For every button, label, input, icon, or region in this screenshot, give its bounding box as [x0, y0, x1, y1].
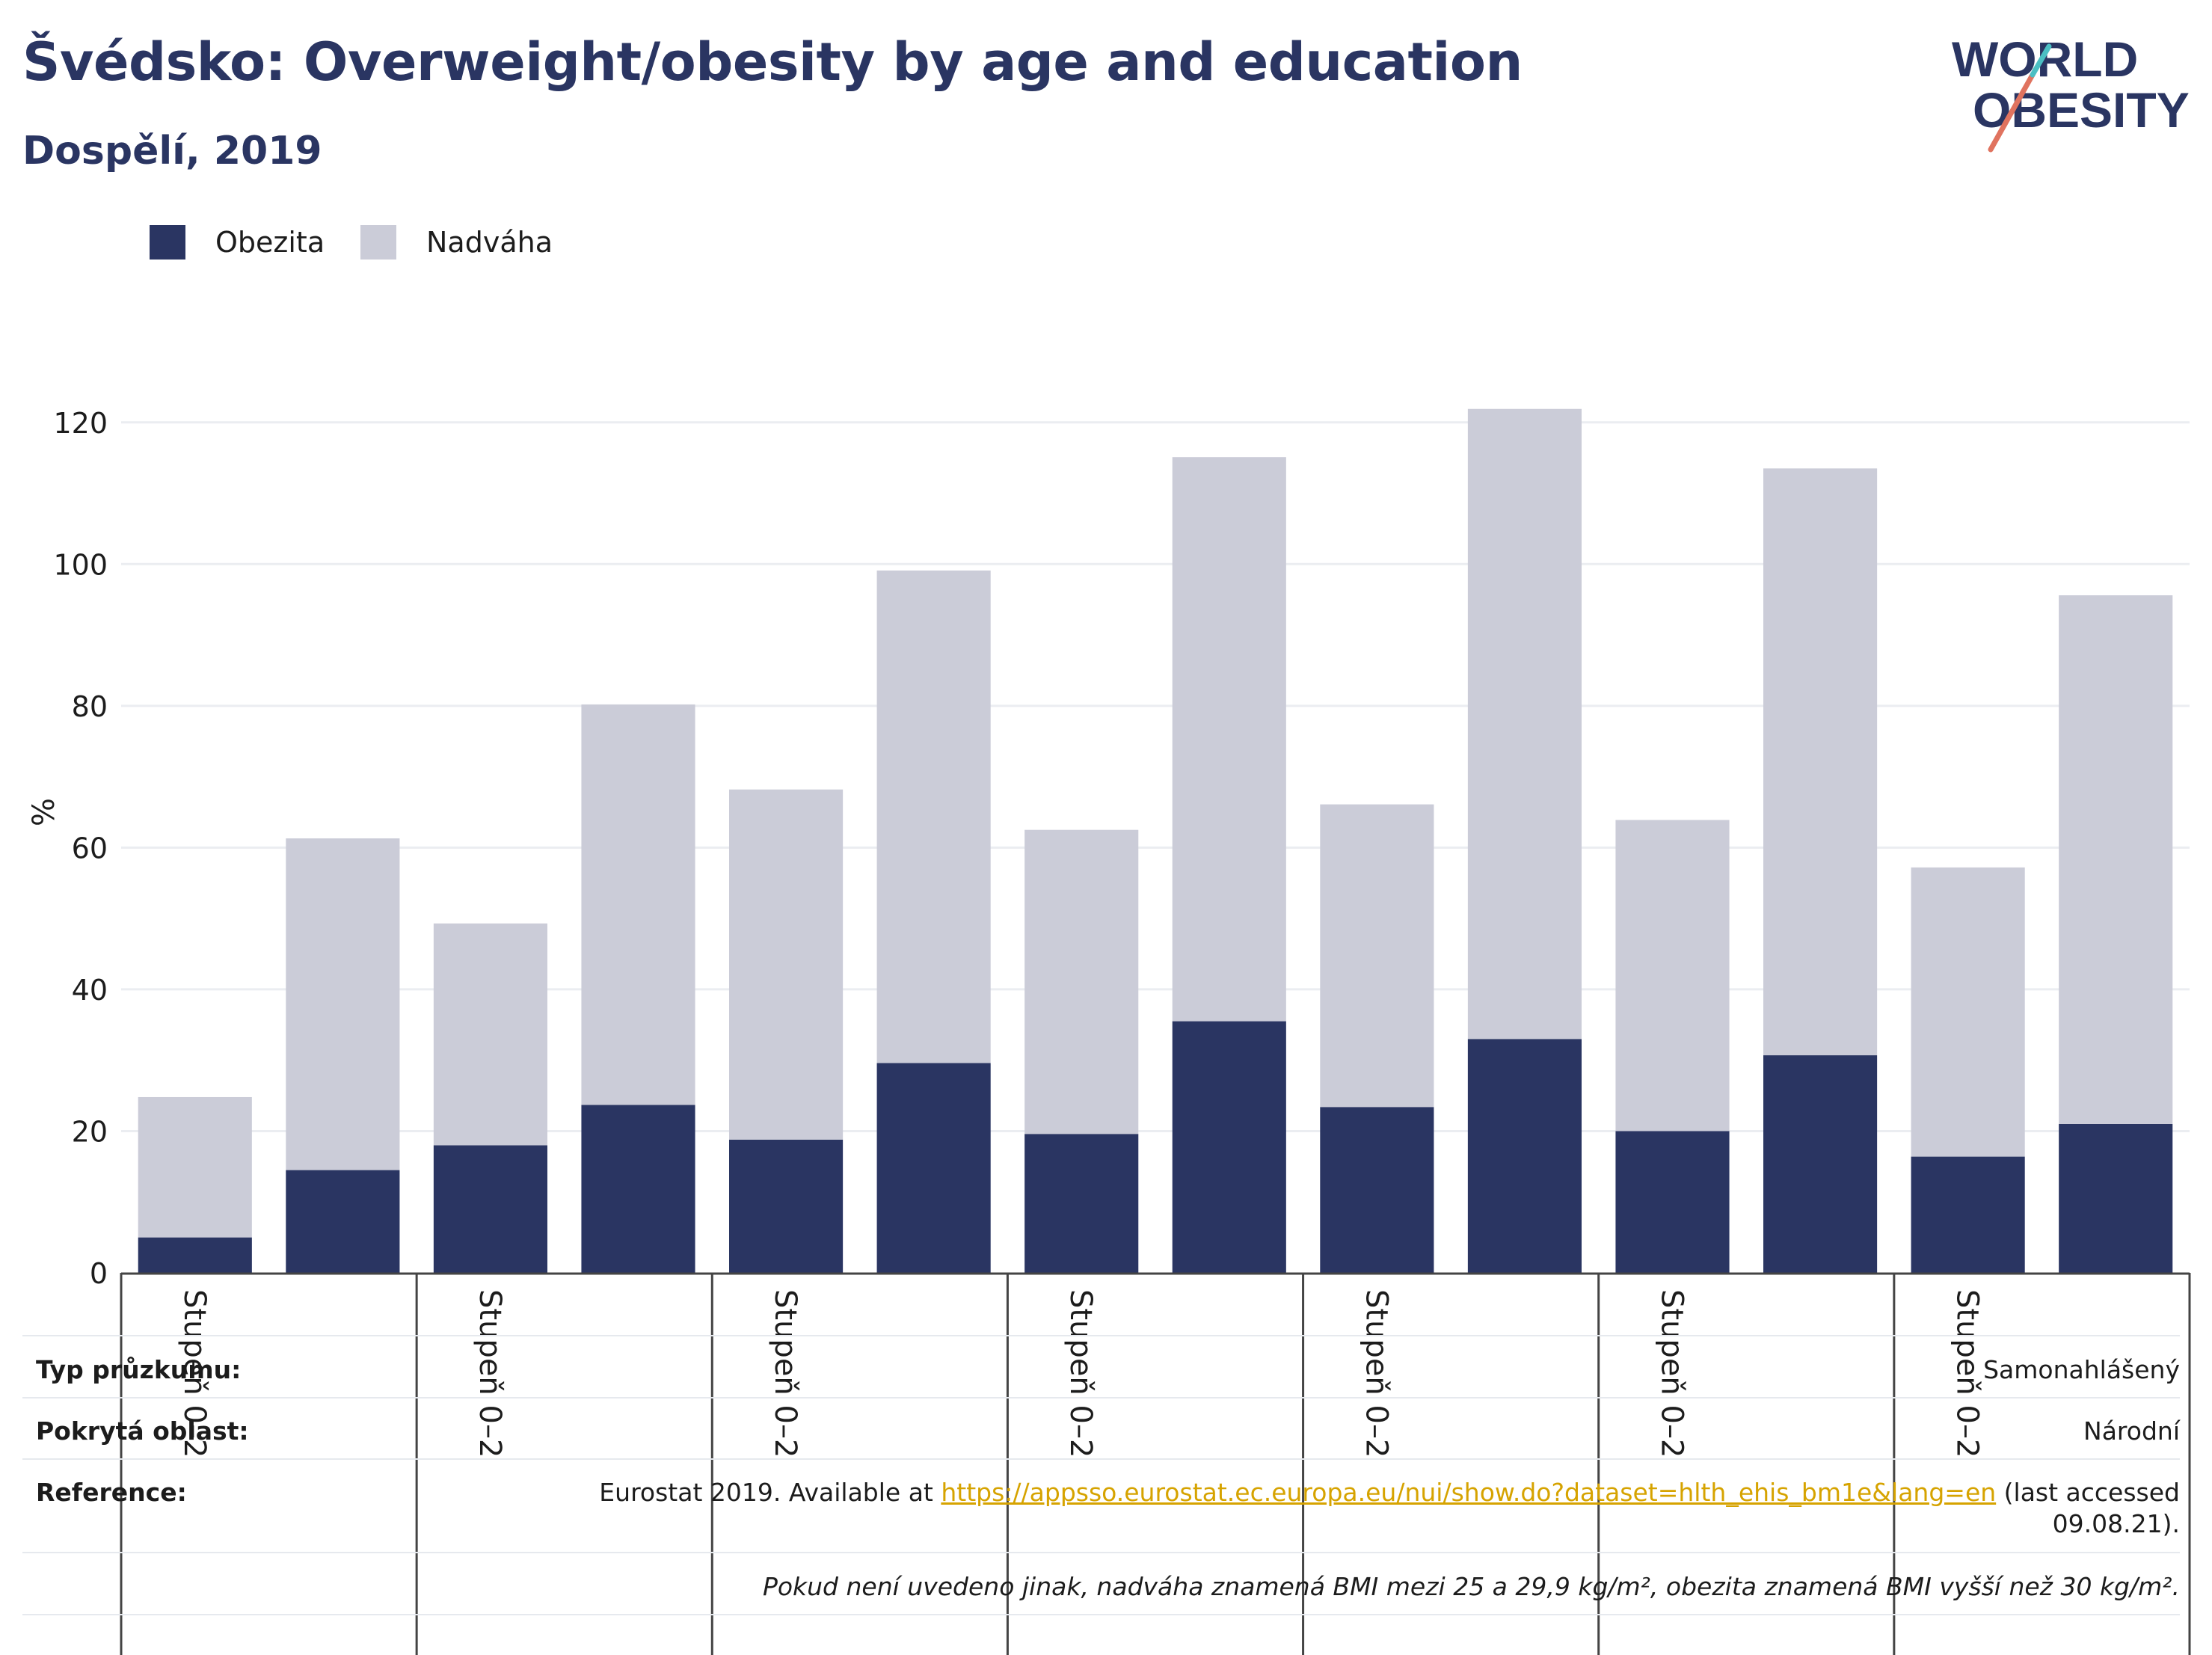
table-divider [22, 1458, 2180, 1460]
x-tick-label: Stupeň 0–2 [768, 1289, 802, 1458]
bar-obesity-7 [1172, 1021, 1286, 1273]
coverage-label: Pokrytá oblast: [36, 1416, 249, 1446]
y-tick-label: 40 [72, 974, 108, 1007]
bar-overweight-3 [581, 704, 695, 1105]
bar-obesity-5 [876, 1063, 991, 1273]
bar-obesity-1 [286, 1170, 400, 1273]
table-divider [22, 1552, 2180, 1553]
y-tick-label: 60 [72, 832, 108, 865]
legend-item-overweight[interactable]: Nadváha [360, 221, 553, 263]
table-divider [22, 1397, 2180, 1398]
legend-label-overweight: Nadváha [426, 226, 553, 259]
bar-overweight-10 [1615, 820, 1730, 1132]
reference-value: Eurostat 2019. Available at https://apps… [599, 1478, 2180, 1507]
coverage-value: Národní [2083, 1416, 2180, 1446]
bar-obesity-3 [581, 1105, 695, 1273]
world-obesity-logo: WORLD OBESITY [1952, 30, 2199, 157]
logo-graphic: WORLD OBESITY [1952, 31, 2190, 153]
x-tick-label: Stupeň 0–2 [473, 1289, 507, 1458]
reference-link[interactable]: https://appsso.eurostat.ec.europa.eu/nui… [941, 1478, 1997, 1507]
chart-subtitle: Dospělí, 2019 [22, 129, 322, 174]
legend-label-obesity: Obezita [215, 226, 325, 259]
bar-overweight-2 [433, 923, 547, 1146]
bar-obesity-11 [1763, 1055, 1878, 1273]
logo-slash-coral [1988, 72, 2036, 153]
bar-overweight-8 [1320, 804, 1434, 1108]
bar-obesity-9 [1467, 1039, 1582, 1273]
bar-overweight-9 [1467, 408, 1582, 1040]
chart-title: Švédsko: Overweight/obesity by age and e… [22, 31, 1523, 93]
bar-overweight-6 [1024, 829, 1139, 1134]
bar-overweight-11 [1763, 468, 1878, 1056]
y-tick-label: 120 [53, 407, 108, 440]
x-tick-label: Stupeň 0–2 [1063, 1289, 1098, 1458]
x-tick-label: Stupeň 0–2 [1655, 1289, 1689, 1458]
bar-obesity-12 [1911, 1156, 2025, 1273]
y-tick-label: 100 [53, 548, 108, 581]
x-tick-label: Stupeň 0–2 [1359, 1289, 1393, 1458]
table-divider [22, 1335, 2180, 1336]
bar-overweight-1 [286, 838, 400, 1170]
bar-overweight-7 [1172, 457, 1286, 1022]
bar-obesity-4 [729, 1139, 844, 1273]
bar-overweight-4 [729, 789, 844, 1140]
bar-overweight-0 [138, 1096, 252, 1238]
x-tick-label: Stupeň 0–2 [177, 1289, 212, 1458]
bar-overweight-12 [1911, 867, 2025, 1157]
table-divider [22, 1614, 2180, 1615]
bar-obesity-6 [1024, 1134, 1139, 1273]
logo-line2: OBESITY [1973, 82, 2190, 138]
bar-obesity-0 [138, 1237, 252, 1273]
reference-suffix: (last accessed [1996, 1478, 2180, 1507]
logo-line1: WORLD [1952, 31, 2138, 87]
reference-label: Reference: [36, 1478, 187, 1507]
y-axis-label: % [27, 798, 61, 826]
logo-slash-teal [2030, 43, 2052, 78]
bar-obesity-8 [1320, 1107, 1434, 1273]
survey-type-label: Typ průzkumu: [36, 1355, 242, 1384]
legend-swatch-overweight [360, 225, 396, 260]
reference-prefix: Eurostat 2019. Available at [599, 1478, 941, 1507]
y-tick-label: 80 [72, 690, 108, 723]
bar-overweight-5 [876, 570, 991, 1063]
bar-overweight-13 [2059, 595, 2173, 1124]
legend-swatch-obesity [150, 225, 185, 260]
y-tick-label: 20 [72, 1115, 108, 1148]
y-tick-label: 0 [90, 1257, 108, 1290]
x-tick-label: Stupeň 0–2 [1950, 1289, 1985, 1458]
reference-date: 09.08.21). [2052, 1509, 2180, 1538]
bar-obesity-10 [1615, 1131, 1730, 1273]
survey-type-value: Samonahlášený [1983, 1355, 2180, 1384]
bar-obesity-2 [433, 1145, 547, 1273]
bar-obesity-13 [2059, 1123, 2173, 1273]
definition-note: Pokud není uvedeno jinak, nadváha znamen… [762, 1572, 2180, 1601]
legend-item-obesity[interactable]: Obezita [150, 221, 325, 263]
